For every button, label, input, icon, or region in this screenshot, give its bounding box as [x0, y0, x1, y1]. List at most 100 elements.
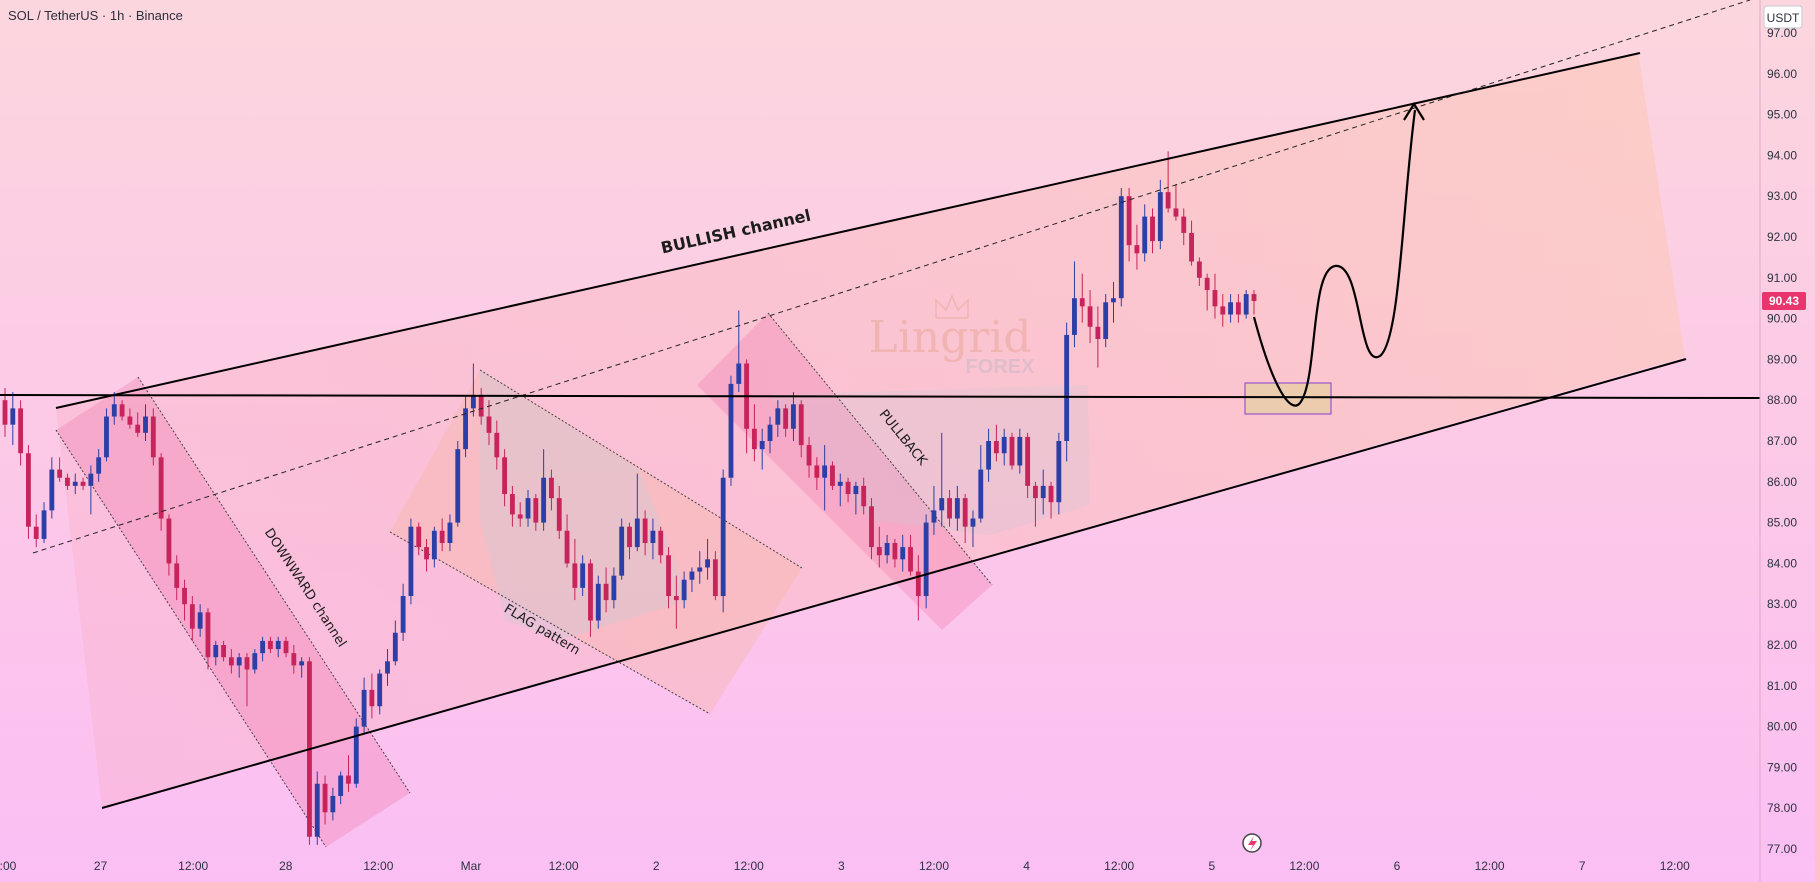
candle[interactable]	[978, 445, 984, 523]
candle[interactable]	[681, 571, 687, 609]
candle[interactable]	[346, 755, 351, 792]
candle[interactable]	[798, 400, 804, 458]
candle[interactable]	[408, 518, 414, 605]
candle[interactable]	[962, 494, 968, 543]
candle[interactable]	[41, 502, 47, 543]
candle[interactable]	[759, 428, 765, 470]
candle[interactable]	[775, 400, 781, 437]
candle[interactable]	[322, 775, 328, 825]
candle[interactable]	[728, 375, 734, 486]
candle[interactable]	[197, 604, 203, 637]
candle[interactable]	[1157, 179, 1163, 250]
candle[interactable]	[923, 514, 929, 609]
currency-badge[interactable]	[1763, 5, 1803, 29]
candle[interactable]	[275, 636, 281, 658]
candle[interactable]	[166, 514, 172, 576]
candle[interactable]	[1087, 290, 1093, 344]
support-zone-box[interactable]	[1244, 382, 1332, 415]
candle[interactable]	[439, 518, 445, 552]
candle[interactable]	[658, 526, 664, 564]
candle[interactable]	[478, 387, 484, 425]
candle[interactable]	[822, 445, 828, 511]
candle[interactable]	[291, 645, 297, 674]
candle[interactable]	[908, 534, 913, 576]
candle[interactable]	[845, 477, 851, 503]
candle[interactable]	[767, 416, 773, 454]
candle[interactable]	[1228, 294, 1234, 323]
candle[interactable]	[377, 669, 383, 715]
candle[interactable]	[49, 457, 55, 519]
candle[interactable]	[1079, 273, 1085, 323]
candle[interactable]	[1033, 481, 1038, 527]
candle[interactable]	[260, 636, 266, 662]
candle[interactable]	[119, 400, 125, 421]
candle[interactable]	[791, 392, 796, 441]
candle[interactable]	[1025, 432, 1031, 499]
candlestick-series[interactable]	[2, 151, 1257, 845]
candle[interactable]	[1009, 432, 1015, 470]
candle[interactable]	[900, 534, 906, 572]
candle[interactable]	[1126, 188, 1132, 262]
candle[interactable]	[642, 510, 648, 556]
candle[interactable]	[1196, 257, 1202, 286]
candle[interactable]	[205, 608, 211, 670]
candle[interactable]	[884, 534, 890, 564]
candle[interactable]	[876, 526, 882, 568]
candle[interactable]	[892, 538, 898, 568]
lightning-icon[interactable]	[1242, 833, 1262, 853]
candle[interactable]	[72, 473, 78, 495]
candle[interactable]	[720, 469, 726, 613]
candle[interactable]	[939, 432, 945, 527]
candle[interactable]	[189, 596, 195, 641]
candle[interactable]	[705, 538, 710, 580]
candle[interactable]	[1181, 208, 1187, 246]
candle[interactable]	[993, 424, 999, 462]
candle[interactable]	[307, 657, 312, 845]
candle[interactable]	[244, 653, 250, 707]
candle[interactable]	[338, 771, 344, 805]
candle[interactable]	[736, 310, 742, 393]
candle[interactable]	[1150, 208, 1155, 254]
candle[interactable]	[80, 477, 86, 490]
candle[interactable]	[400, 583, 406, 641]
candle[interactable]	[299, 657, 305, 678]
candle[interactable]	[463, 396, 468, 458]
candle[interactable]	[627, 522, 632, 560]
candle[interactable]	[424, 538, 429, 572]
candle[interactable]	[25, 445, 31, 539]
candle[interactable]	[1204, 273, 1210, 311]
candle[interactable]	[1040, 469, 1046, 515]
candle[interactable]	[353, 718, 359, 788]
bullish-channel-lower-line[interactable]	[101, 358, 1687, 809]
candle[interactable]	[96, 449, 102, 482]
candle[interactable]	[837, 473, 843, 507]
candle[interactable]	[221, 640, 226, 662]
candle[interactable]	[447, 514, 453, 552]
candle[interactable]	[1056, 432, 1062, 515]
candle[interactable]	[143, 404, 148, 441]
candle[interactable]	[650, 518, 656, 560]
candle[interactable]	[158, 453, 164, 531]
candle[interactable]	[10, 392, 16, 446]
candle[interactable]	[830, 461, 835, 490]
candle[interactable]	[502, 449, 508, 507]
candle[interactable]	[712, 551, 718, 601]
candle[interactable]	[1220, 294, 1226, 327]
candle[interactable]	[228, 649, 234, 674]
candle[interactable]	[1048, 481, 1054, 519]
candle[interactable]	[697, 551, 703, 584]
candle[interactable]	[1118, 188, 1124, 307]
candle[interactable]	[57, 457, 63, 482]
candle[interactable]	[619, 518, 625, 580]
candle[interactable]	[673, 575, 679, 629]
candle[interactable]	[549, 469, 554, 511]
candle[interactable]	[236, 653, 242, 678]
candle[interactable]	[509, 485, 515, 527]
candle[interactable]	[533, 494, 539, 531]
candle[interactable]	[1103, 294, 1109, 348]
candle[interactable]	[689, 567, 695, 592]
candle[interactable]	[861, 477, 867, 515]
candle[interactable]	[751, 404, 757, 462]
candle[interactable]	[986, 428, 992, 482]
